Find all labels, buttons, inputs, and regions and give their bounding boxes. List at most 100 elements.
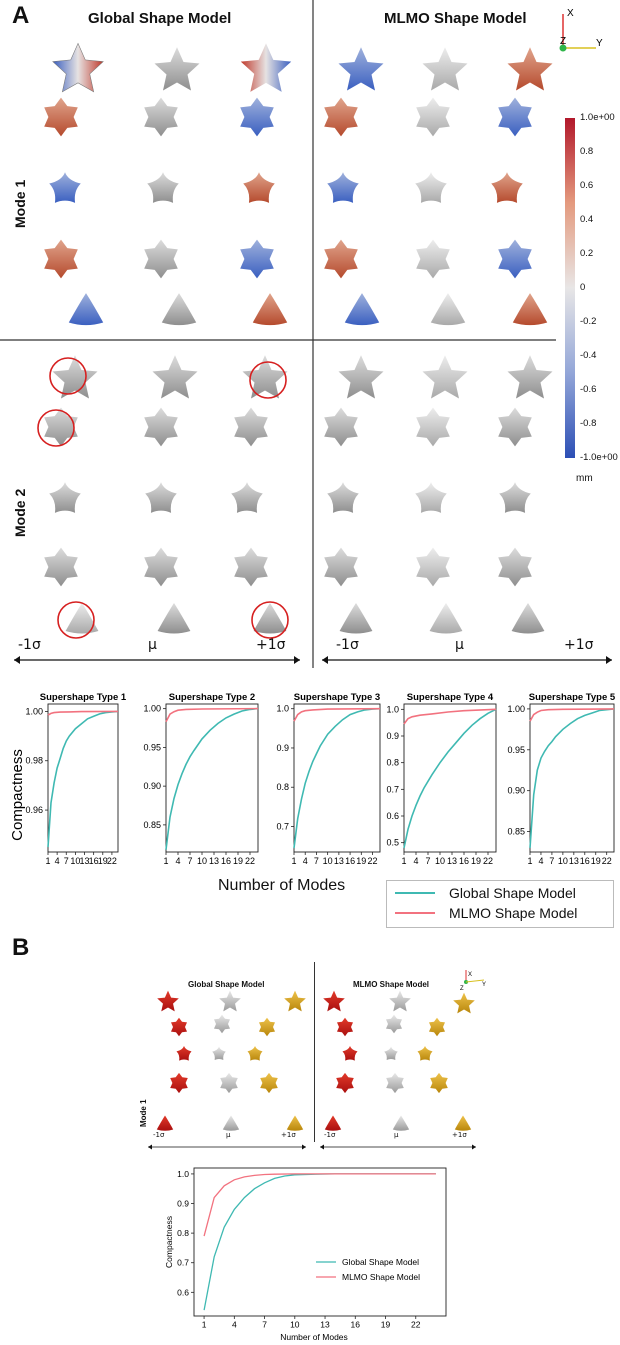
x-tick-label: 22 (368, 856, 378, 866)
shape-star-light (422, 355, 468, 399)
shape-penta-gray (147, 172, 179, 203)
highlight-circle (57, 601, 95, 639)
legend-item-mlmo: MLMO Shape Model (395, 905, 613, 921)
y-tick-label: 0.98 (25, 756, 43, 766)
x-tick-label: 4 (413, 856, 418, 866)
shape-hex-star-light (416, 547, 450, 587)
b-shape-red (323, 990, 345, 1012)
x-tick-label: 13 (447, 856, 457, 866)
shape-star-gray (507, 355, 553, 399)
panel-b-mlmo-header: MLMO Shape Model (353, 980, 429, 989)
b-shape-red (170, 1072, 188, 1094)
chart-title: Supershape Type 3 (294, 692, 380, 703)
b-shape-yellow (429, 1017, 445, 1037)
panel-b-triangle-row (148, 1115, 476, 1150)
b-shape-red (157, 990, 179, 1012)
y-tick-label: 0.5 (386, 838, 399, 848)
x-tick-label: 4 (303, 856, 308, 866)
axis-x-label: X (567, 8, 574, 19)
shape-star-gray (154, 47, 200, 91)
shape-tri-gray (253, 603, 287, 634)
series-line-mlmo (403, 708, 497, 725)
highlight-circle (251, 601, 289, 639)
panel-b-global-header: Global Shape Model (188, 980, 265, 989)
b-shape-red (176, 1046, 192, 1061)
chart-group: 0.6 0.7 0.8 0.9 1.0 1 4 7 10 13 16 19 22 (177, 1167, 447, 1330)
shape-penta-light (415, 482, 447, 513)
shape-penta-light (415, 172, 447, 203)
shape-tri-gray (511, 603, 545, 634)
x-tick-label: 10 (70, 856, 80, 866)
colorbar-tick-label: 0.4 (580, 214, 594, 225)
b-shape-gray (212, 1046, 226, 1060)
shape-star-blue (338, 47, 384, 91)
shape-tri-blue (68, 293, 104, 326)
panel-a-global-header: Global Shape Model (88, 10, 232, 27)
shape-tri-gray (339, 603, 373, 634)
b-axis-y-line (465, 979, 485, 983)
legend-label-mlmo: MLMO Shape Model (449, 905, 578, 921)
x-tick-label: 1 (163, 856, 168, 866)
panel-a-letter: A (12, 2, 30, 29)
sigma-minus-label: -1σ (336, 637, 359, 653)
b-shape-gray (392, 1115, 410, 1131)
panel-a-shape-grid: X Z Y (0, 0, 612, 668)
chart-group: 0.96 0.98 1.00 1 4 7 10 13 16 19 22 Supershape Type… (25, 692, 126, 866)
y-tick-label: 0.9 (276, 743, 289, 753)
panel-b-xlabel: Number of Modes (280, 1332, 348, 1342)
y-tick-label: 1.00 (25, 706, 43, 716)
y-tick-label: 0.95 (507, 745, 525, 755)
x-tick-label: 1 (202, 1320, 207, 1330)
shape-hex-star-light (416, 239, 450, 279)
x-tick-label: 13 (80, 856, 90, 866)
x-tick-label: 19 (471, 856, 481, 866)
shape-hex-star-red (324, 239, 358, 279)
panel-b-shape-grid: X Z Y (157, 970, 486, 1094)
x-tick-label: 16 (459, 856, 469, 866)
legend-label-global: Global Shape Model (449, 885, 576, 901)
shape-star-gray (152, 355, 198, 399)
shape-hex-star-gray (324, 407, 358, 447)
series-line-mlmo (165, 707, 259, 723)
shape-hex-star-red (44, 239, 78, 279)
x-tick-label: 22 (411, 1320, 421, 1330)
shape-star-light (422, 47, 468, 91)
y-tick-label: 0.8 (276, 782, 289, 792)
shape-hex-star-blue (498, 97, 532, 137)
chart-frame (293, 703, 381, 853)
x-tick-label: 4 (232, 1320, 237, 1330)
b-shape-yellow (284, 990, 306, 1012)
y-tick-label: 1.0 (386, 704, 399, 714)
shape-hex-star-gray (144, 239, 178, 279)
colorbar-tick-label: 1.0e+00 (580, 112, 615, 123)
x-tick-label: 1 (527, 856, 532, 866)
x-tick-label: 7 (262, 1320, 267, 1330)
mu-label: μ (148, 637, 157, 653)
y-tick-label: 0.7 (386, 784, 399, 794)
x-tick-label: 16 (345, 856, 355, 866)
x-tick-label: 7 (314, 856, 319, 866)
series-line-global (47, 710, 119, 848)
shape-hex-star-blue (498, 239, 532, 279)
b-shape-yellow (417, 1046, 433, 1061)
y-tick-label: 0.90 (143, 781, 161, 791)
axis-z-label: Z (560, 36, 566, 47)
b-shape-gray (222, 1115, 240, 1131)
b-axis-x-label: X (468, 972, 472, 978)
x-tick-label: 10 (290, 1320, 300, 1330)
chart-frame (47, 703, 119, 853)
x-tick-label: 10 (323, 856, 333, 866)
panel-b-legend: Global Shape Model MLMO Shape Model (316, 1257, 420, 1282)
legend-item-global: Global Shape Model (395, 885, 613, 901)
b-shape-red (156, 1115, 174, 1131)
y-tick-label: 0.95 (143, 742, 161, 752)
x-tick-label: 4 (175, 856, 180, 866)
shape-tri-red (252, 293, 288, 326)
colorbar-tick-label: 0.6 (580, 180, 594, 191)
panel-b-letter: B (12, 934, 30, 961)
b-shape-red (342, 1046, 358, 1061)
b-shape-red (337, 1017, 353, 1037)
y-tick-label: 0.7 (177, 1258, 189, 1268)
shape-penta-red (243, 172, 275, 203)
chart-title: Supershape Type 5 (529, 692, 616, 703)
